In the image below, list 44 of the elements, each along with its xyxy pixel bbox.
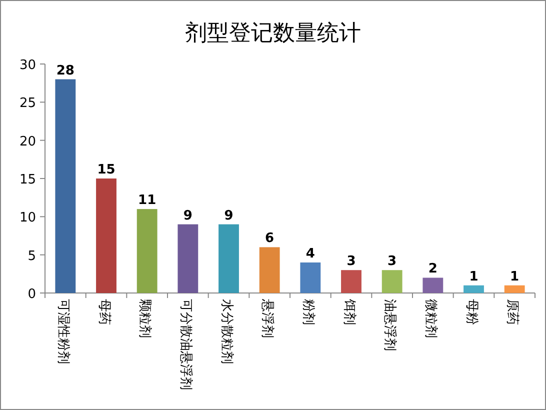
data-label: 1	[510, 269, 520, 284]
bar	[55, 79, 76, 293]
data-label: 4	[306, 246, 315, 262]
data-label: 2	[428, 262, 438, 277]
data-label: 11	[138, 193, 156, 208]
chart-title: 剂型登记数量统计	[185, 21, 361, 46]
data-label: 3	[346, 254, 356, 270]
bar	[464, 285, 484, 293]
x-tick-label: 原药	[504, 299, 520, 325]
x-tick-label: 油悬浮剂	[382, 299, 398, 351]
y-tick-label: 30	[19, 58, 36, 73]
x-tick-label: 母药	[96, 299, 112, 325]
bar	[218, 224, 239, 293]
x-tick-label: 微粒剂	[422, 299, 439, 338]
bar	[422, 278, 444, 293]
y-tick-label: 15	[19, 172, 36, 188]
y-tick-label: 25	[19, 96, 36, 112]
y-tick-label: 0	[28, 287, 36, 302]
data-label: 15	[97, 162, 116, 178]
bar	[259, 247, 280, 293]
y-tick-label: 20	[19, 134, 36, 150]
x-tick-label: 颗粒剂	[137, 299, 154, 338]
data-label: 6	[265, 231, 274, 246]
data-label: 3	[388, 254, 397, 270]
x-tick-label: 母粉	[464, 299, 479, 325]
y-tick-label: 10	[19, 210, 36, 226]
bar	[96, 178, 116, 293]
x-tick-label: 可分散油悬浮剂	[178, 299, 194, 390]
bar	[178, 224, 198, 293]
x-tick-label: 水分散粒剂	[218, 299, 235, 364]
bar	[300, 262, 321, 293]
x-tick-label: 粉剂	[300, 299, 316, 325]
bar	[504, 285, 525, 293]
bar	[341, 270, 362, 293]
bar	[382, 270, 402, 293]
data-label: 1	[469, 269, 478, 284]
x-tick-label: 饵剂	[341, 298, 358, 325]
data-label: 28	[56, 63, 74, 78]
x-tick-label: 悬浮剂	[260, 298, 276, 338]
bar	[136, 209, 158, 293]
y-tick-label: 5	[28, 248, 36, 264]
data-label: 9	[183, 208, 192, 224]
x-tick-label: 可湿性粉剂	[55, 299, 72, 364]
data-label: 9	[224, 208, 234, 224]
